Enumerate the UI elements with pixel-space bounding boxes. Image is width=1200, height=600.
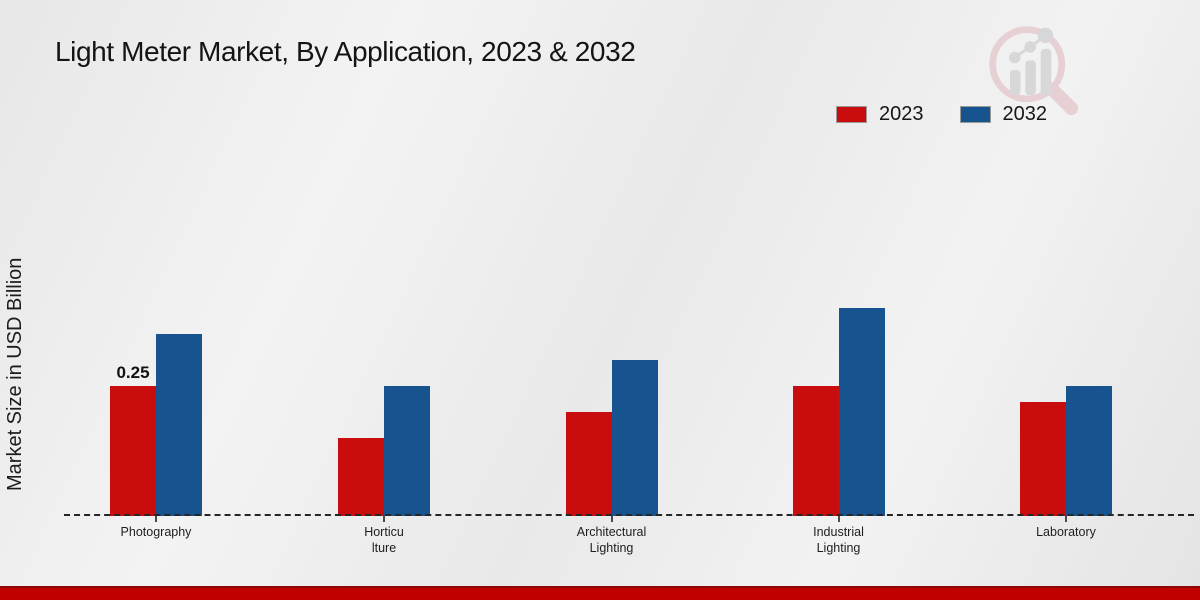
bar-2023-architectural-lighting bbox=[565, 412, 612, 516]
x-axis-tick bbox=[383, 516, 385, 522]
bar-2032-photography bbox=[156, 334, 202, 516]
bar-2032-laboratory bbox=[1066, 386, 1112, 516]
bar-2032-industrial-lighting bbox=[838, 308, 885, 516]
x-axis-label-architectural-lighting: Architectural Lighting bbox=[576, 525, 647, 555]
x-axis-tick bbox=[837, 516, 840, 522]
x-axis-baseline bbox=[64, 514, 1194, 516]
x-axis-label-industrial-lighting: Industrial Lighting bbox=[813, 525, 864, 555]
bar-2023-horticulture bbox=[338, 438, 384, 516]
magnifier-bar-chart-watermark-icon bbox=[989, 26, 1079, 116]
chart-title: Light Meter Market, By Application, 2023… bbox=[55, 36, 636, 67]
legend-label-2032: 2032 bbox=[1002, 103, 1048, 125]
bar-2032-architectural-lighting bbox=[611, 360, 658, 516]
bar-2023-industrial-lighting bbox=[792, 386, 839, 516]
y-axis-label: Market Size in USD Billion bbox=[4, 257, 26, 491]
legend-item-2032: 2032 bbox=[959, 103, 1048, 126]
legend-swatch-2023 bbox=[836, 106, 867, 123]
x-axis-tick bbox=[155, 516, 157, 522]
x-axis-label-laboratory: Laboratory bbox=[1036, 525, 1096, 539]
footer-bar bbox=[0, 586, 1200, 600]
bar-data-label: 0.25 bbox=[116, 363, 150, 382]
x-axis-label-photography: Photography bbox=[120, 525, 192, 539]
x-axis-label-horticulture: Horticu lture bbox=[364, 525, 404, 555]
bar-2032-horticulture bbox=[384, 386, 430, 516]
legend: 2023 2032 bbox=[836, 103, 1069, 126]
legend-swatch-2032 bbox=[959, 106, 991, 123]
legend-label-2023: 2023 bbox=[879, 103, 924, 125]
bar-2023-laboratory bbox=[1020, 402, 1066, 516]
x-axis-tick bbox=[610, 516, 613, 522]
x-axis-tick bbox=[1065, 516, 1067, 522]
bar-2023-photography bbox=[110, 386, 156, 516]
legend-item-2023: 2023 bbox=[836, 103, 924, 126]
